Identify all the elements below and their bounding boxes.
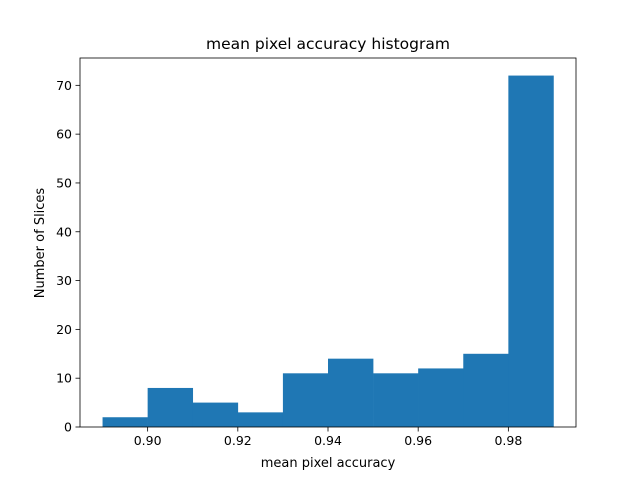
y-tick-label: 40 xyxy=(56,224,72,239)
x-tick-label: 0.96 xyxy=(404,433,432,448)
x-axis-ticks: 0.90 0.92 0.94 0.96 0.98 xyxy=(134,427,522,448)
histogram-bar xyxy=(147,387,194,427)
x-tick-label: 0.92 xyxy=(224,433,252,448)
y-axis-ticks: 0 10 20 30 40 50 60 70 xyxy=(56,78,80,435)
y-tick-label: 50 xyxy=(56,175,72,190)
x-tick-label: 0.98 xyxy=(494,433,522,448)
histogram-bar xyxy=(328,358,374,427)
histogram-bar xyxy=(192,402,239,427)
plot-frame xyxy=(79,57,577,428)
y-axis-label: Number of Slices xyxy=(33,188,48,299)
y-tick-label: 20 xyxy=(56,322,72,337)
y-tick-label: 10 xyxy=(56,371,72,386)
chart-title: mean pixel accuracy histogram xyxy=(206,35,450,53)
histogram-bar xyxy=(282,373,329,427)
y-tick-label: 60 xyxy=(56,127,72,142)
histogram-bar xyxy=(373,373,419,427)
y-tick-label: 30 xyxy=(56,273,72,288)
y-tick-label: 0 xyxy=(64,420,72,435)
x-tick-label: 0.94 xyxy=(314,433,342,448)
histogram-bar xyxy=(102,417,148,427)
y-tick-label: 70 xyxy=(56,78,72,93)
histogram-bar xyxy=(463,353,509,427)
x-axis-label: mean pixel accuracy xyxy=(261,456,396,471)
histogram-bar xyxy=(418,368,464,427)
histogram-bar xyxy=(237,412,284,427)
x-tick-label: 0.90 xyxy=(134,433,162,448)
bars-group xyxy=(102,75,554,427)
histogram-bar xyxy=(508,75,554,427)
